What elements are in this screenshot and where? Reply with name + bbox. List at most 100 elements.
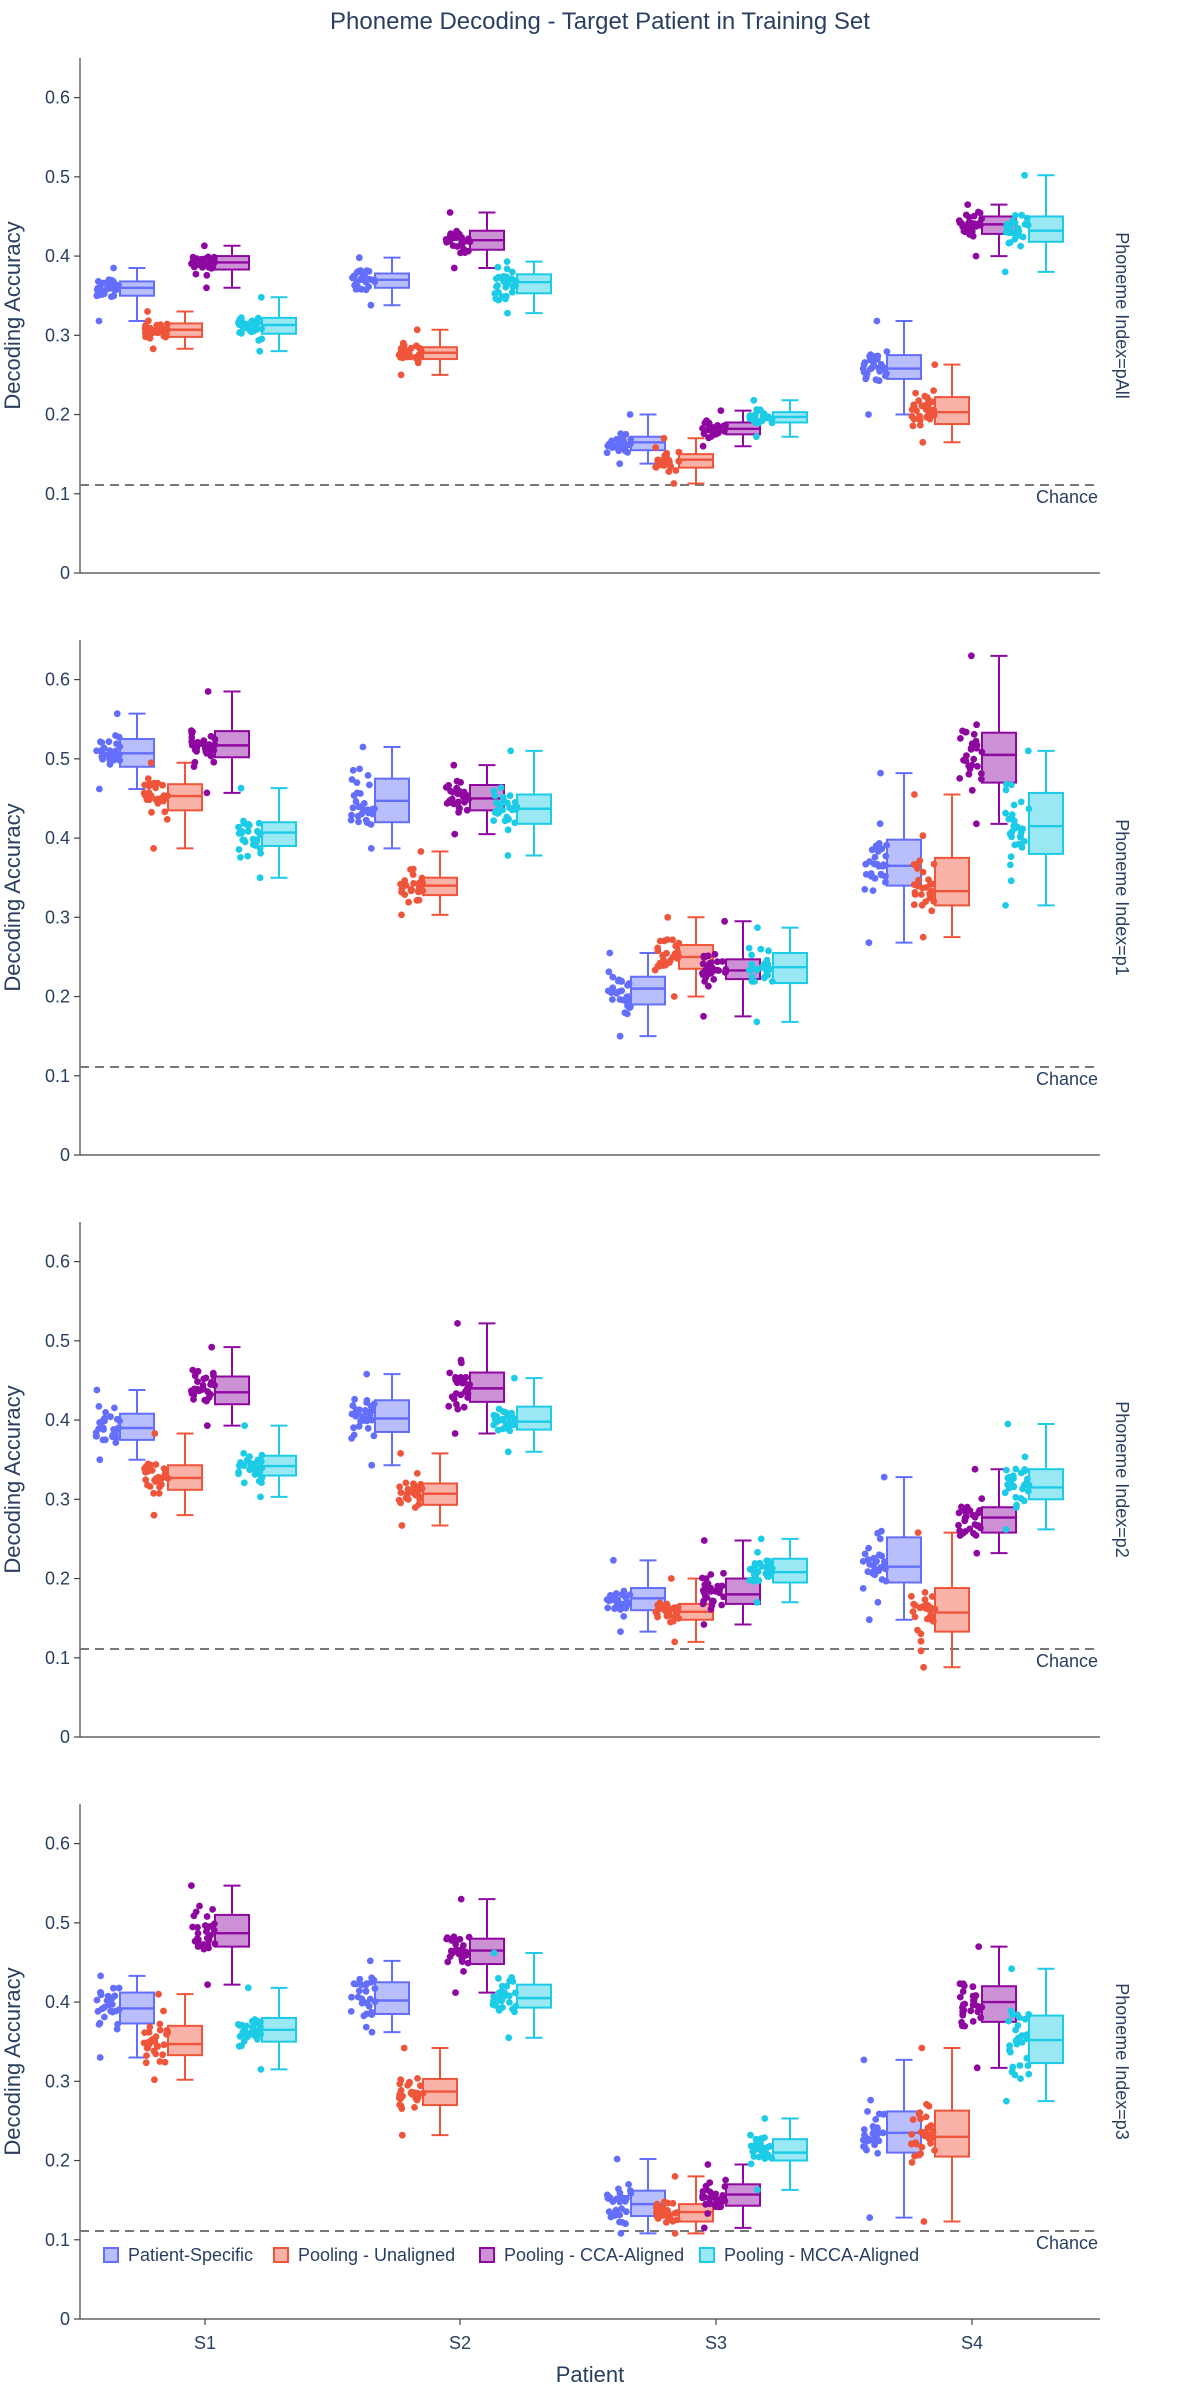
data-point xyxy=(348,776,356,783)
data-point xyxy=(356,765,363,773)
data-point xyxy=(367,301,375,309)
data-point xyxy=(620,1613,628,1620)
data-point xyxy=(965,762,973,770)
data-point xyxy=(445,782,452,789)
data-point xyxy=(926,1607,934,1615)
data-point xyxy=(920,2218,928,2225)
data-point xyxy=(917,1637,925,1645)
data-point xyxy=(413,326,421,334)
data-point xyxy=(1010,1482,1018,1490)
data-point xyxy=(413,1470,421,1477)
data-point xyxy=(509,283,517,290)
data-point xyxy=(148,808,155,816)
data-point xyxy=(923,2100,930,2108)
data-point xyxy=(700,2224,708,2232)
y-tick-label: 0.3 xyxy=(45,1489,70,1509)
data-point xyxy=(349,804,357,812)
data-point xyxy=(1006,2046,1013,2054)
facet-panel-3: 0 0.1 0.2 0.3 0.4 0.5 0.6 Decoding Accuracy Phon… xyxy=(0,1222,1132,1747)
data-point xyxy=(113,710,121,718)
data-point xyxy=(364,772,372,779)
data-point xyxy=(1017,242,1024,250)
box-S2-series-1 xyxy=(347,743,410,852)
data-point xyxy=(450,1395,458,1403)
data-point xyxy=(931,361,939,368)
data-point xyxy=(928,887,935,895)
data-point xyxy=(111,1992,119,2000)
box-S1-series-1 xyxy=(93,1972,155,2061)
y-tick-label: 0.4 xyxy=(45,1992,70,2012)
data-point xyxy=(510,1421,518,1429)
data-point xyxy=(112,1434,120,1442)
data-point xyxy=(865,1616,873,1624)
data-point xyxy=(246,1453,253,1460)
data-point xyxy=(865,1544,872,1552)
data-point xyxy=(402,1494,410,1502)
data-point xyxy=(916,412,923,420)
data-point xyxy=(203,1422,211,1429)
box-iqr xyxy=(374,1981,410,2015)
data-point xyxy=(916,857,924,865)
facet-panel-2: 0 0.1 0.2 0.3 0.4 0.5 0.6 Decoding Accuracy Phon… xyxy=(0,640,1132,1165)
data-point xyxy=(245,821,253,829)
box-S2-series-4 xyxy=(490,747,552,859)
data-point xyxy=(918,2044,926,2052)
data-point xyxy=(865,939,873,947)
data-point xyxy=(256,347,264,355)
data-point xyxy=(665,468,673,475)
data-point xyxy=(657,461,665,469)
y-axis-title: Decoding Accuracy xyxy=(0,803,25,991)
data-point xyxy=(922,401,929,409)
data-point xyxy=(753,1018,761,1026)
data-point xyxy=(210,758,218,766)
data-point xyxy=(1007,781,1015,789)
data-point xyxy=(443,238,450,246)
data-point xyxy=(399,354,407,362)
box-S3-series-4 xyxy=(747,2115,808,2194)
data-point xyxy=(101,2003,108,2011)
data-point xyxy=(972,252,980,260)
box-S4-series-2 xyxy=(908,361,970,446)
data-point xyxy=(142,2059,150,2067)
data-point xyxy=(764,1558,772,1566)
data-point xyxy=(457,233,465,241)
data-point xyxy=(141,2029,149,2036)
box-iqr xyxy=(516,1983,552,2009)
data-point xyxy=(497,1416,505,1424)
data-point xyxy=(196,261,204,269)
data-point xyxy=(498,1982,506,1990)
data-point xyxy=(463,792,471,799)
data-point xyxy=(659,952,667,959)
data-point xyxy=(362,1981,370,1989)
data-point xyxy=(1018,843,1026,851)
data-point xyxy=(702,2200,709,2208)
data-point xyxy=(908,2159,916,2166)
box-iqr xyxy=(516,273,552,295)
data-point xyxy=(256,874,264,882)
data-point xyxy=(911,791,918,798)
data-point xyxy=(504,852,512,859)
data-point xyxy=(502,292,510,300)
data-point xyxy=(919,832,927,840)
data-point xyxy=(243,2022,250,2030)
data-point xyxy=(880,2110,888,2118)
data-point xyxy=(711,950,719,958)
data-point xyxy=(357,1417,364,1425)
data-point xyxy=(353,278,360,286)
data-point xyxy=(416,1495,424,1503)
box-S3-series-3 xyxy=(699,407,761,450)
data-point xyxy=(1017,1469,1025,1477)
y-tick-label: 0.6 xyxy=(45,88,70,108)
data-point xyxy=(707,1571,715,1578)
data-point xyxy=(1014,2022,1022,2029)
box-S4-series-4 xyxy=(1001,1420,1064,1533)
y-tick-label: 0.1 xyxy=(45,1648,70,1668)
data-point xyxy=(704,2210,712,2217)
data-point xyxy=(188,1387,195,1395)
data-point xyxy=(192,270,200,278)
data-point xyxy=(672,467,680,474)
data-point xyxy=(611,2212,619,2219)
data-point xyxy=(194,1367,202,1375)
data-point xyxy=(189,1366,197,1374)
data-point xyxy=(608,444,616,451)
